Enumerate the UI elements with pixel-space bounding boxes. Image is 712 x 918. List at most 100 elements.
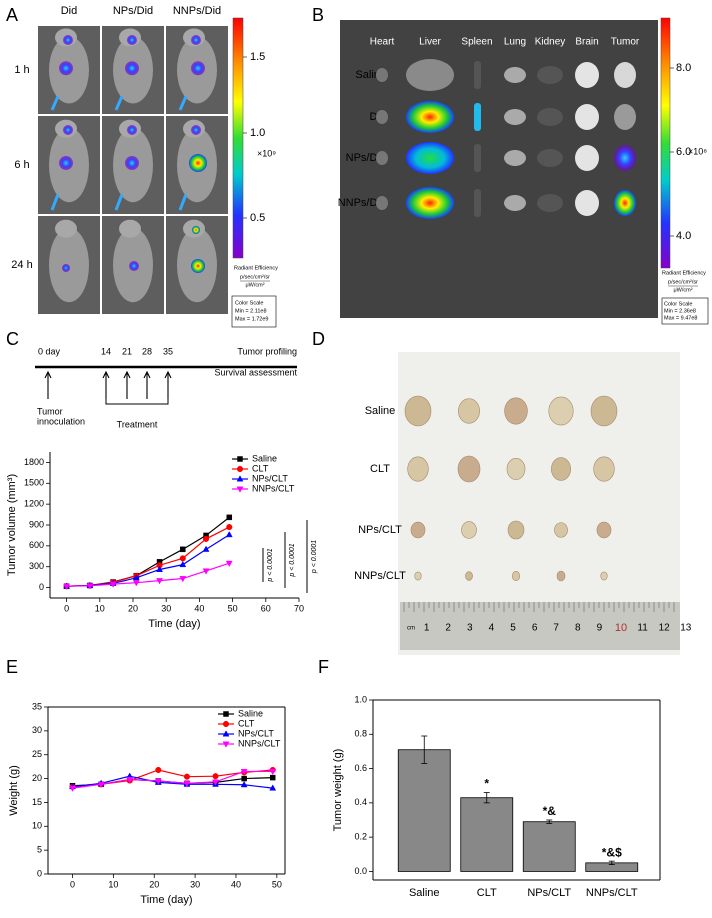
ruler: [400, 602, 680, 650]
y-axis-label: Tumor volume (mm³): [6, 474, 18, 576]
panel-label: C: [6, 329, 19, 349]
y-tick-label: 1800: [24, 457, 44, 467]
x-tick-label: 50: [272, 879, 282, 889]
organ-label: Liver: [419, 37, 441, 48]
bar: [522, 821, 576, 872]
organ-heart: [376, 110, 388, 124]
legend-label: Saline: [238, 708, 263, 718]
organ-brain: [575, 104, 599, 130]
data-point: [156, 565, 163, 572]
organ-kidney: [537, 66, 563, 84]
row-label: 1 h: [14, 64, 29, 76]
organ-lung: [504, 195, 526, 211]
row-label: 6 h: [14, 159, 29, 171]
x-tick-label: 50: [228, 603, 238, 613]
ruler-label: 4: [489, 623, 495, 634]
signal: [129, 261, 139, 271]
x-tick-label: 40: [231, 879, 241, 889]
signal: [127, 125, 137, 135]
row-label: 24 h: [11, 259, 32, 271]
colorbar-tick-label: 0.5: [250, 212, 265, 224]
signal: [127, 35, 137, 45]
ruler-label: 3: [467, 623, 473, 634]
x-tick-label: CLT: [477, 887, 497, 899]
timeline-event: Survival assessment: [214, 367, 297, 377]
x-axis-label: Time (day): [140, 894, 192, 906]
data-point: [202, 535, 210, 542]
tumor: [410, 521, 426, 539]
y-tick-label: 15: [32, 797, 42, 807]
y-tick-label: 1.0: [354, 694, 367, 704]
x-axis-label: Time (day): [148, 618, 200, 630]
legend-marker: [222, 730, 230, 737]
signal: [59, 156, 73, 171]
tumor: [506, 458, 526, 480]
tumor: [504, 397, 528, 425]
tumor: [556, 570, 566, 582]
organ-lung: [504, 150, 526, 166]
x-tick-label: 20: [128, 603, 138, 613]
signal: [189, 154, 207, 173]
legend-label: NPs/CLT: [238, 728, 274, 738]
y-tick-label: 300: [29, 561, 44, 571]
organ-label: Tumor: [611, 37, 640, 48]
timeline-day: 21: [122, 346, 132, 356]
data-point: [225, 531, 233, 538]
signal: [191, 61, 205, 76]
tumor: [551, 457, 571, 481]
x-tick-label: 30: [190, 879, 200, 889]
significance-label: *&: [543, 804, 557, 818]
x-tick-label: 30: [161, 603, 171, 613]
annotation: p < 0.0001: [289, 543, 296, 577]
y-tick-label: 600: [29, 540, 44, 550]
organ-liver: [406, 101, 454, 133]
signal: [191, 125, 201, 135]
organ-brain: [575, 62, 599, 88]
tumor: [548, 396, 574, 426]
data-point: [132, 574, 140, 581]
x-tick-label: NNPs/CLT: [586, 887, 638, 899]
ruler-label: 2: [445, 623, 451, 634]
organ-lung: [504, 109, 526, 125]
organ-heart: [376, 151, 388, 165]
legend-marker: [236, 486, 244, 493]
data-point: [179, 555, 186, 562]
organ-kidney: [537, 149, 563, 167]
mouse-head: [119, 219, 141, 238]
annotation: p < 0.0001: [267, 548, 274, 582]
data-point: [183, 780, 191, 788]
ruler-label: 7: [553, 623, 559, 634]
tumor: [507, 520, 525, 540]
y-tick-label: 0.6: [354, 763, 367, 773]
data-point: [132, 580, 140, 587]
signal: [191, 35, 201, 45]
y-tick-label: 10: [32, 821, 42, 831]
x-tick-label: 10: [108, 879, 118, 889]
y-axis-label: Tumor weight (g): [332, 749, 344, 832]
organ-tumor: [614, 104, 636, 130]
column-header: NNPs/Did: [173, 5, 221, 17]
organ-spleen: [474, 61, 481, 89]
y-tick-label: 0.0: [354, 866, 367, 876]
signal: [125, 61, 139, 76]
data-point: [180, 546, 186, 553]
x-tick-label: 60: [261, 603, 271, 613]
data-point: [179, 576, 187, 583]
color-scale-box: [661, 297, 709, 325]
tumor: [414, 571, 422, 581]
data-point: [269, 774, 276, 781]
legend-marker: [222, 741, 230, 748]
y-tick-label: 25: [32, 749, 42, 759]
column-header: NPs/Did: [113, 5, 153, 17]
colorbar: [660, 17, 671, 269]
timeline-day: 35: [163, 346, 173, 356]
colorbar-tick-label: 6.0: [676, 146, 691, 158]
data-point: [126, 777, 134, 784]
data-point: [269, 784, 277, 791]
x-tick-label: 20: [149, 879, 159, 889]
colorbar-units: p/sec/cm²/sr: [240, 274, 270, 280]
tumor: [458, 398, 480, 424]
row-label: NPs/Did: [346, 152, 386, 164]
treatment-bracket: [105, 398, 169, 405]
